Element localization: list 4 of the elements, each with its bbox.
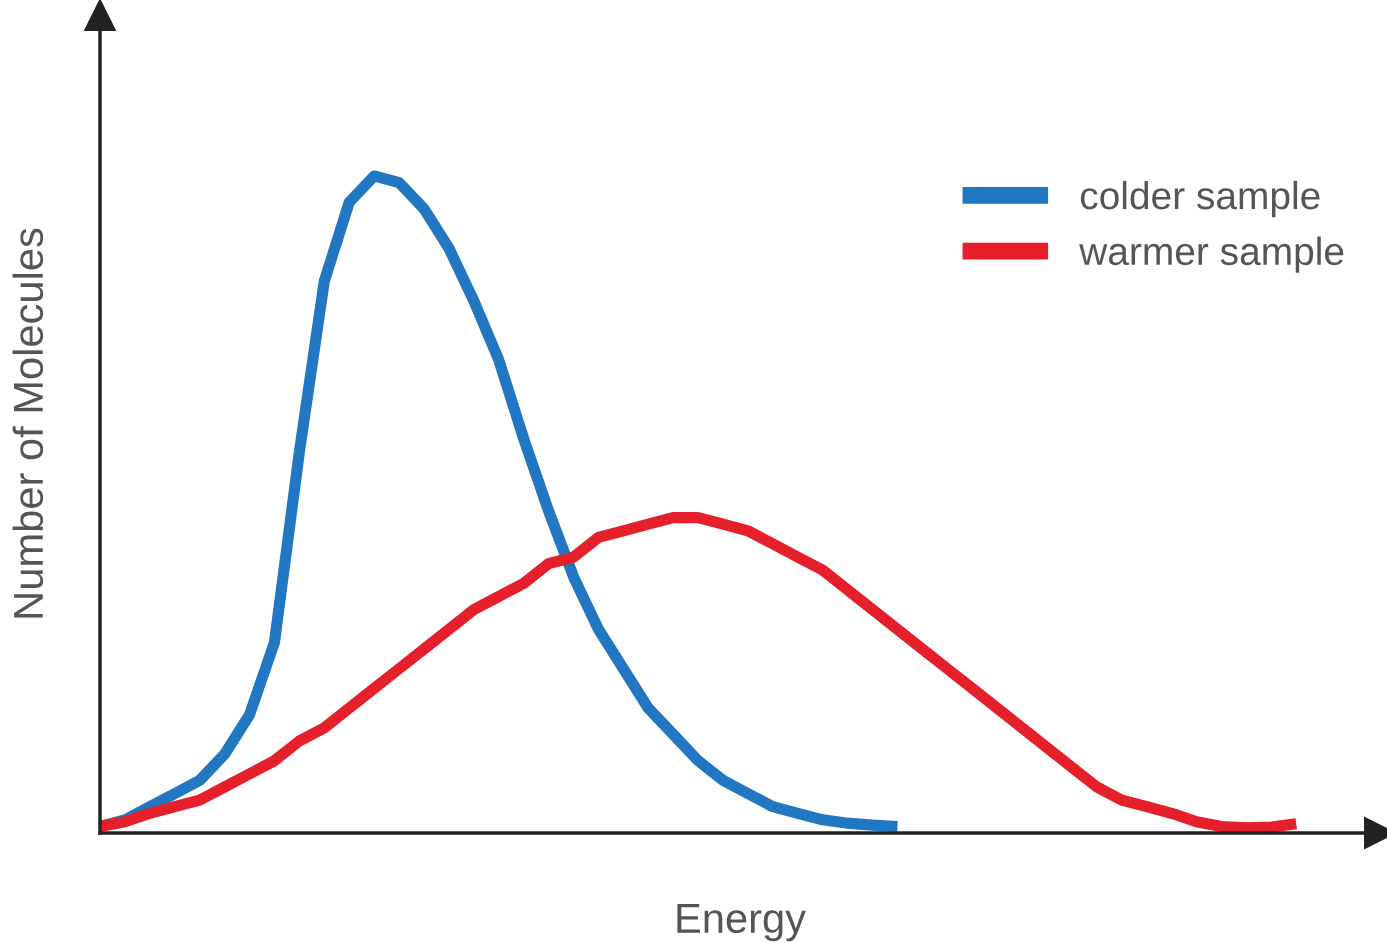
legend-label: warmer sample [1079,236,1344,273]
x-axis-title: Energy [677,903,806,942]
legend-label: colder sample [1080,180,1320,218]
y-axis-title: Number of Molecules [12,228,44,618]
